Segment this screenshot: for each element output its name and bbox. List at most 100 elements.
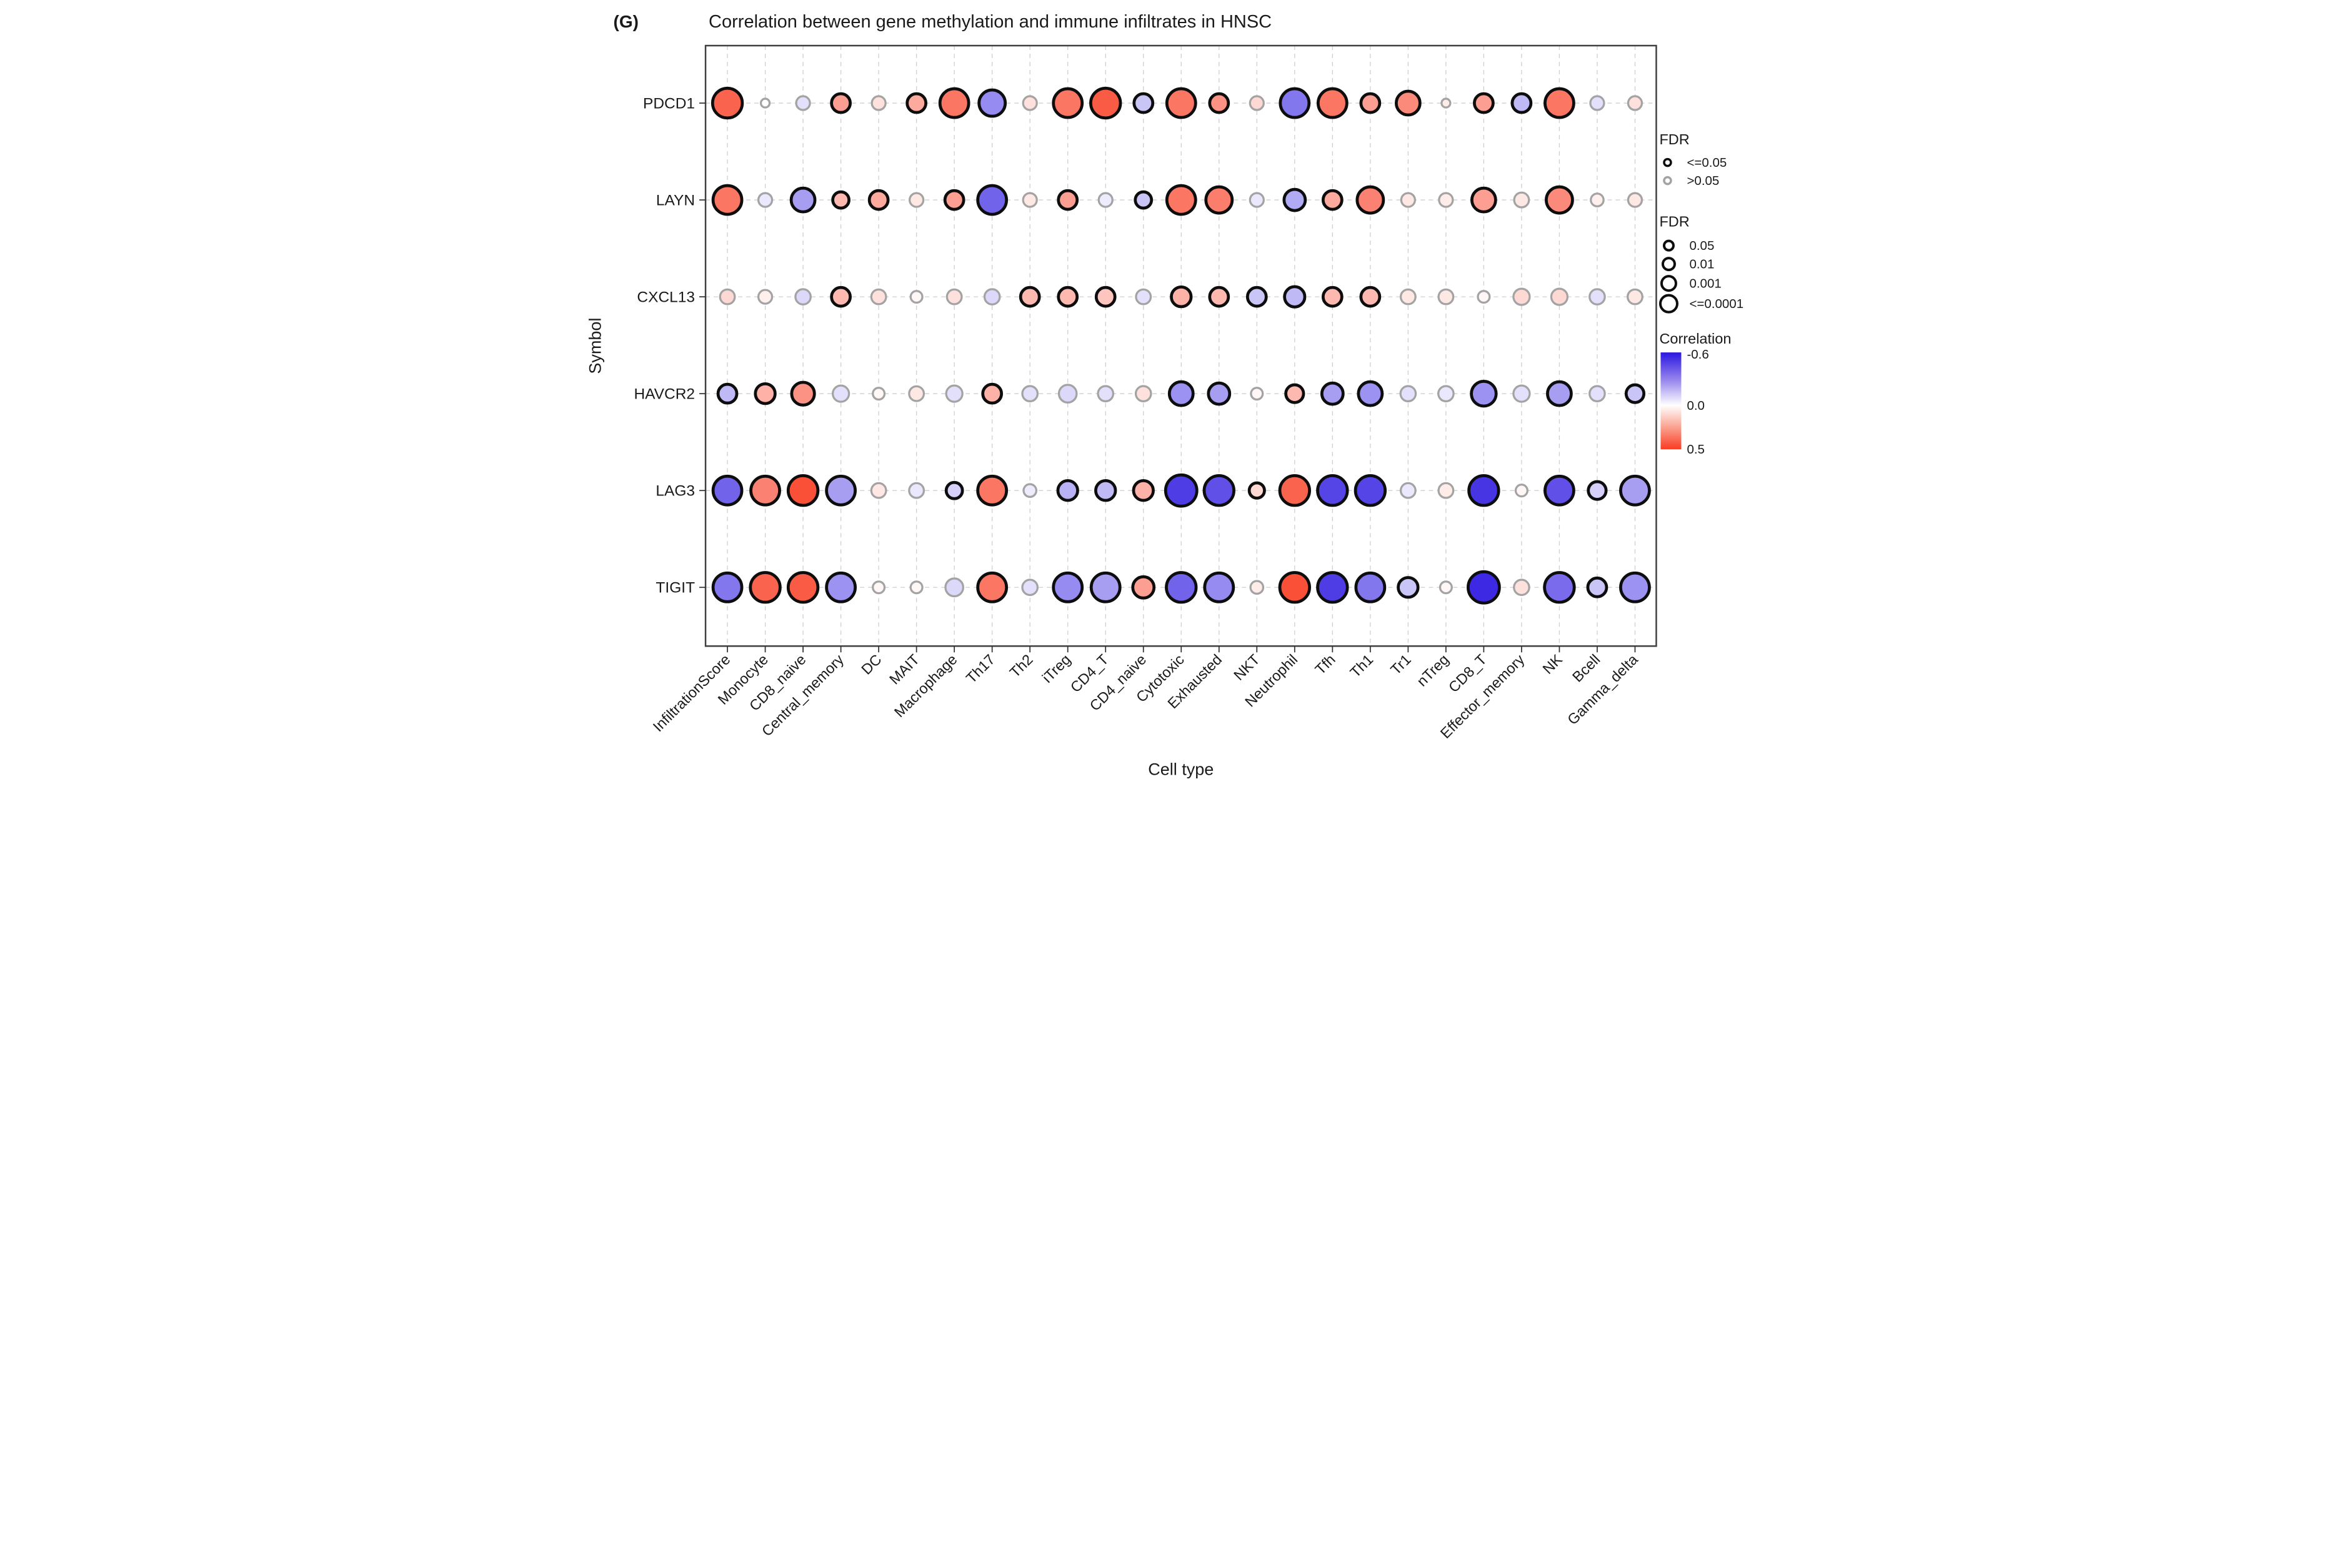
bubble	[1399, 288, 1417, 305]
bubble	[1169, 285, 1192, 309]
bubble	[1356, 380, 1384, 407]
bubble	[1437, 482, 1454, 499]
bubble	[1315, 474, 1349, 507]
bubble	[1206, 381, 1231, 406]
bubble	[1056, 479, 1079, 502]
bubble	[1020, 578, 1039, 597]
bubble	[1094, 479, 1117, 502]
x-axis-label: Tfh	[1312, 651, 1338, 677]
bubble	[1278, 571, 1311, 604]
bubble	[1096, 385, 1114, 402]
fdr-significant-ring-icon	[1662, 157, 1672, 167]
bubble	[790, 380, 816, 407]
bubble	[1439, 580, 1453, 595]
bubble	[1624, 383, 1645, 404]
x-axis-title: Cell type	[1148, 760, 1214, 778]
bubble	[945, 288, 963, 305]
legend-fdr-color: FDR <=0.05 >0.05	[1659, 131, 1727, 188]
bubble	[905, 92, 927, 114]
bubble	[1437, 192, 1454, 208]
bubble	[1320, 381, 1345, 406]
bubble	[1020, 385, 1039, 402]
bubble	[1545, 380, 1573, 407]
chart-title: Correlation between gene methylation and…	[709, 12, 1272, 32]
legend-fdr-ns-label: >0.05	[1687, 174, 1719, 188]
bubble	[1437, 288, 1454, 305]
bubble	[1247, 481, 1266, 500]
x-axis-label: Th1	[1347, 651, 1376, 680]
correlation-gradient-bar	[1660, 352, 1681, 450]
bubble	[909, 290, 924, 304]
bubble	[1321, 285, 1344, 308]
bubble	[1022, 95, 1038, 111]
plot-area: InfiltrationScoreMonocyteCD8_naiveCentra…	[634, 44, 1657, 742]
bubble	[1164, 473, 1199, 508]
bubble	[759, 97, 771, 109]
bubble	[1510, 92, 1532, 114]
x-axis-label: Th17	[962, 651, 997, 686]
bubble	[1249, 192, 1265, 208]
gene-label: HAVCR2	[634, 386, 695, 403]
gene-label: TIGIT	[656, 580, 695, 597]
bubble	[829, 285, 852, 308]
bubble	[1470, 186, 1497, 214]
bubble	[1550, 287, 1568, 306]
bubble	[1134, 385, 1152, 402]
bubble	[1316, 87, 1349, 119]
bubble	[871, 580, 885, 595]
bubble	[1282, 187, 1307, 212]
bubble	[1167, 380, 1195, 407]
bubble	[1249, 580, 1264, 595]
legend-fdr-size-label: 0.001	[1689, 277, 1721, 291]
bubble	[1278, 474, 1311, 507]
bubble	[1094, 285, 1117, 308]
bubble	[1514, 484, 1529, 498]
bubble	[711, 474, 743, 507]
bubble	[1282, 285, 1306, 309]
bubble	[1134, 288, 1152, 305]
bubble	[1359, 285, 1381, 308]
bubble	[1204, 185, 1234, 215]
bubble	[907, 385, 925, 402]
legend-correlation-title: Correlation	[1659, 330, 1731, 347]
bubble	[1396, 576, 1420, 599]
bubble	[1207, 92, 1230, 114]
bubble	[1249, 95, 1265, 111]
bubble	[830, 190, 850, 210]
bubble	[1165, 184, 1197, 216]
bubble	[1589, 192, 1605, 207]
bubble	[983, 288, 1001, 305]
chart-svg: InfiltrationScoreMonocyteCD8_naiveCentra…	[586, 12, 1743, 778]
bubble	[1132, 92, 1154, 114]
bubble	[943, 189, 965, 211]
bubble	[1207, 285, 1230, 308]
legend-fdr-sig-label: <=0.05	[1687, 156, 1727, 170]
bubble	[716, 382, 738, 405]
bubble	[1618, 571, 1651, 603]
x-axis-label: NK	[1539, 651, 1565, 677]
bubble	[1089, 571, 1122, 603]
bubble	[711, 86, 744, 120]
bubble	[1354, 571, 1386, 603]
bubble	[975, 571, 1008, 603]
bubble	[1245, 285, 1268, 308]
correlation-tick-top: -0.6	[1687, 347, 1708, 362]
gridlines	[705, 46, 1656, 647]
bubble	[1321, 189, 1344, 211]
bubble	[1019, 285, 1041, 308]
bubble	[1512, 287, 1531, 306]
legend-correlation: Correlation -0.6 0.0 0.5	[1659, 330, 1731, 457]
bubble	[1627, 95, 1643, 111]
x-axis-label: DC	[858, 651, 884, 677]
bubble	[1399, 385, 1417, 402]
bubble	[794, 95, 811, 111]
bubble	[975, 474, 1008, 507]
gene-label: PDCD1	[643, 96, 695, 112]
bubble	[1165, 87, 1197, 119]
bubble	[1051, 87, 1084, 119]
bubble	[944, 577, 964, 598]
bubble	[1022, 192, 1038, 208]
fdr-size-ring-icon	[1661, 257, 1676, 272]
bubble	[1627, 192, 1643, 208]
bubble	[748, 571, 782, 604]
